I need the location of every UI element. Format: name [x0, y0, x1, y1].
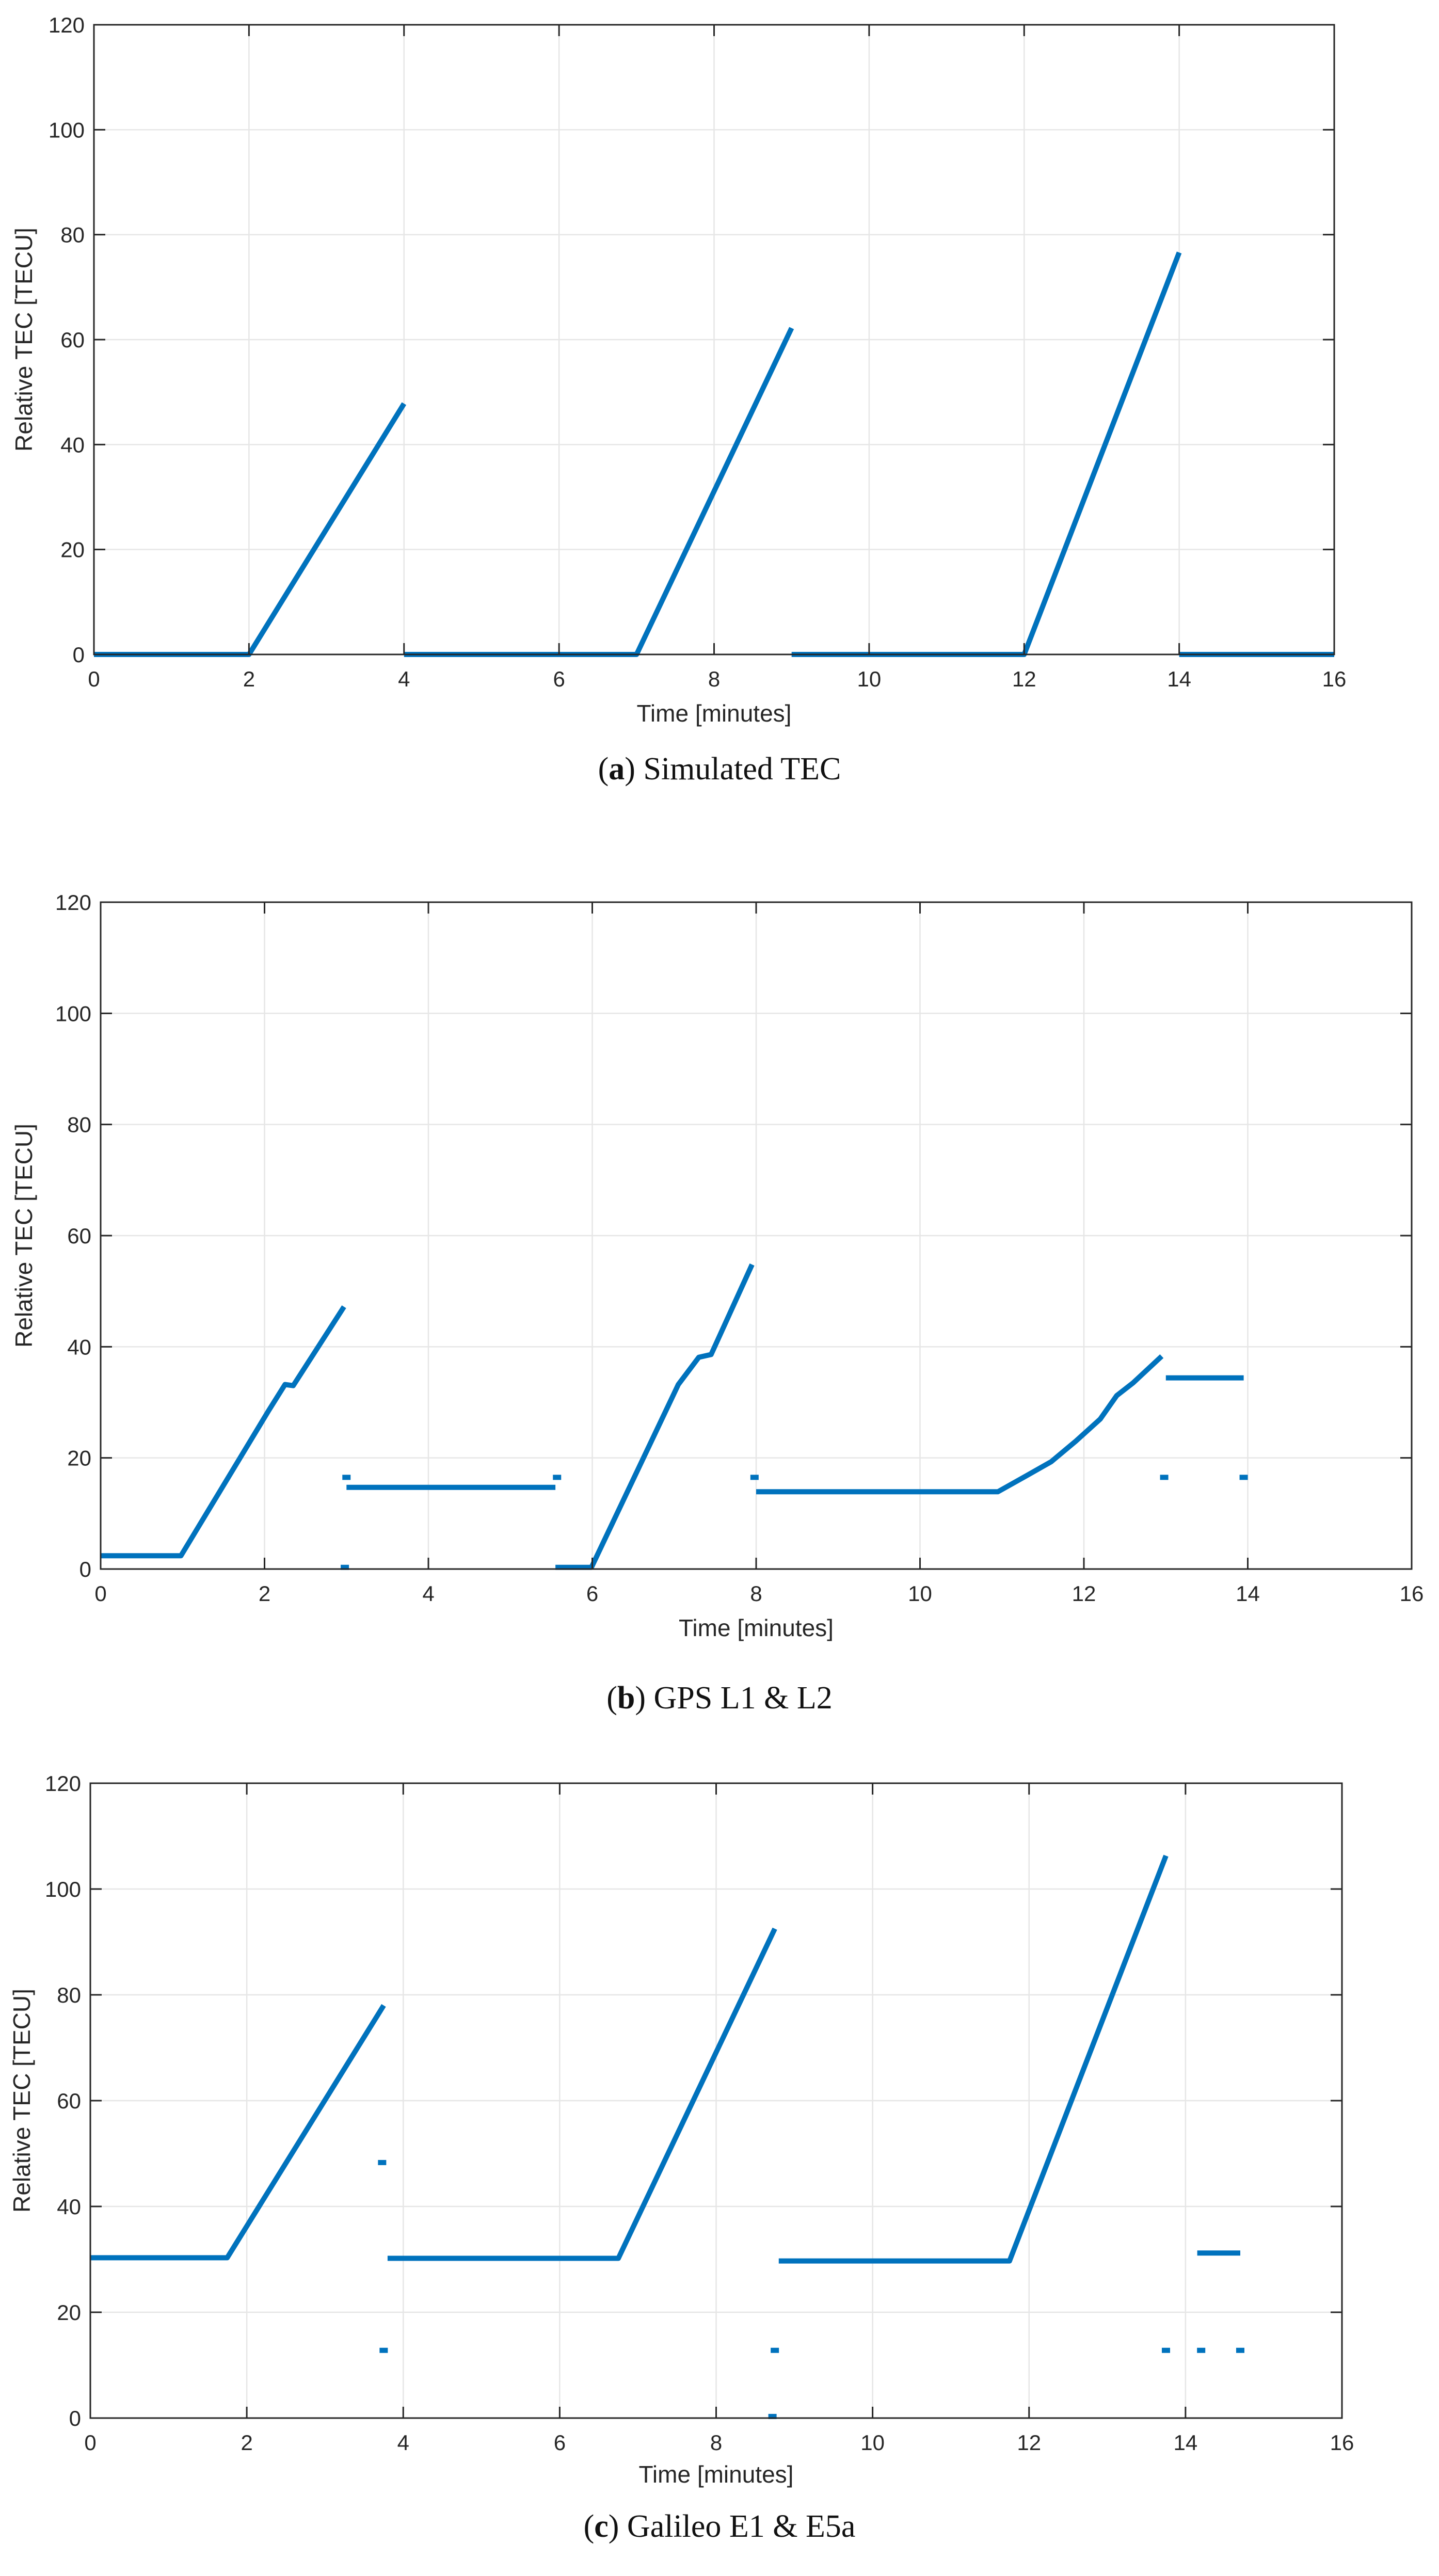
- x-tick-label: 16: [1330, 2430, 1354, 2455]
- data-point: [750, 1475, 759, 1480]
- y-axis-label: Relative TEC [TECU]: [10, 228, 37, 452]
- x-tick-label: 10: [860, 2430, 885, 2455]
- y-tick-label: 40: [57, 2195, 81, 2219]
- x-tick-label: 4: [398, 667, 410, 691]
- x-tick-label: 4: [397, 2430, 409, 2455]
- caption-simulated-tec: (a) Simulated TEC: [0, 751, 1439, 788]
- data-point: [341, 1564, 349, 1570]
- series-segment: [778, 1854, 1169, 2264]
- y-tick-label: 80: [57, 1983, 81, 2007]
- y-tick-label: 40: [60, 433, 85, 457]
- y-tick-label: 60: [67, 1224, 91, 1248]
- y-tick-label: 60: [60, 328, 85, 352]
- x-tick-label: 2: [259, 1581, 270, 1606]
- caption-galileo-e1-e5a: (c) Galileo E1 & E5a: [0, 2508, 1439, 2545]
- x-tick-label: 8: [708, 667, 720, 691]
- y-axis-label: Relative TEC [TECU]: [10, 1124, 37, 1348]
- caption-letter: a: [609, 751, 625, 787]
- data-point: [1160, 1475, 1169, 1480]
- series-segment: [756, 1354, 1164, 1495]
- x-tick-label: 8: [710, 2430, 722, 2455]
- y-tick-label: 100: [45, 1877, 81, 1901]
- y-tick-label: 120: [45, 1771, 81, 1796]
- caption-close: ): [625, 751, 635, 787]
- x-axis-label: Time [minutes]: [679, 1614, 834, 1641]
- caption-text: Simulated TEC: [643, 751, 841, 787]
- x-tick-label: 2: [241, 2430, 252, 2455]
- x-tick-label: 16: [1400, 1581, 1424, 1606]
- data-point: [378, 2159, 387, 2165]
- y-tick-label: 80: [60, 223, 85, 247]
- caption-letter: c: [594, 2509, 609, 2544]
- x-tick-label: 6: [554, 2430, 566, 2455]
- caption-text: GPS L1 & L2: [653, 1681, 833, 1716]
- chart-simulated-tec: 0 2 4 6 8 10 12 14 16 0 20 40 60 80 100 120 Time [minute…: [10, 13, 1347, 727]
- x-tick-label: 16: [1322, 667, 1347, 691]
- caption-text: Galileo E1 & E5a: [627, 2509, 856, 2544]
- x-tick-label: 12: [1072, 1581, 1096, 1606]
- x-tick-label: 4: [422, 1581, 434, 1606]
- x-tick-label: 12: [1012, 667, 1036, 691]
- data-point: [1197, 2347, 1206, 2353]
- series-segment: [555, 1263, 755, 1570]
- x-tick-label: 12: [1017, 2430, 1041, 2455]
- x-tick-label: 10: [908, 1581, 932, 1606]
- x-tick-label: 14: [1236, 1581, 1260, 1606]
- y-axis-label: Relative TEC [TECU]: [8, 1989, 35, 2213]
- y-tick-label: 120: [49, 13, 85, 37]
- y-tick-label: 20: [67, 1446, 91, 1470]
- y-tick-label: 20: [60, 538, 85, 562]
- series-segment: [101, 1305, 346, 1559]
- caption-close: ): [608, 2509, 619, 2544]
- y-tick-label: 40: [67, 1335, 91, 1359]
- x-axis-label: Time [minutes]: [637, 700, 792, 727]
- chart-gps-l1-l2: 0 2 4 6 8 10 12 14 16 0 20 40 60 80 100 120 Time [minute…: [10, 890, 1424, 1641]
- data-point: [342, 1475, 351, 1480]
- data-point: [1239, 1475, 1248, 1480]
- caption-gps-l1-l2: (b) GPS L1 & L2: [0, 1680, 1439, 1717]
- y-tick-label: 60: [57, 2089, 81, 2113]
- data-point: [553, 1475, 562, 1480]
- caption-open: (: [598, 751, 609, 787]
- y-tick-label: 0: [73, 643, 85, 667]
- y-tick-label: 100: [49, 118, 85, 142]
- series-segment: [387, 1927, 777, 2261]
- x-tick-label: 14: [1167, 667, 1191, 691]
- caption-letter: b: [617, 1681, 635, 1716]
- x-tick-label: 2: [243, 667, 255, 691]
- data-point: [1236, 2347, 1244, 2353]
- caption-open: (: [583, 2509, 595, 2544]
- data-point: [768, 2413, 777, 2419]
- y-tick-label: 120: [55, 890, 91, 915]
- y-tick-label: 80: [67, 1113, 91, 1137]
- caption-open: (: [606, 1681, 617, 1716]
- data-point: [1161, 2347, 1170, 2353]
- x-tick-label: 6: [586, 1581, 598, 1606]
- x-tick-label: 6: [553, 667, 565, 691]
- chart-galileo-e1-e5a: 0 2 4 6 8 10 12 14 16 0 20 40 60 80 100 120 Time [minute…: [8, 1771, 1354, 2488]
- x-tick-label: 0: [88, 667, 100, 691]
- y-tick-label: 100: [55, 1001, 91, 1026]
- series-segment: [90, 2004, 386, 2261]
- y-tick-label: 0: [79, 1557, 91, 1581]
- data-point: [771, 2347, 779, 2353]
- x-tick-label: 0: [84, 2430, 96, 2455]
- x-tick-label: 0: [94, 1581, 106, 1606]
- y-tick-label: 0: [69, 2406, 81, 2430]
- x-axis-label: Time [minutes]: [639, 2461, 794, 2488]
- x-tick-label: 8: [750, 1581, 762, 1606]
- x-tick-label: 10: [857, 667, 882, 691]
- x-tick-label: 14: [1174, 2430, 1198, 2455]
- caption-close: ): [635, 1681, 646, 1716]
- y-tick-label: 20: [57, 2300, 81, 2325]
- data-point: [379, 2347, 388, 2353]
